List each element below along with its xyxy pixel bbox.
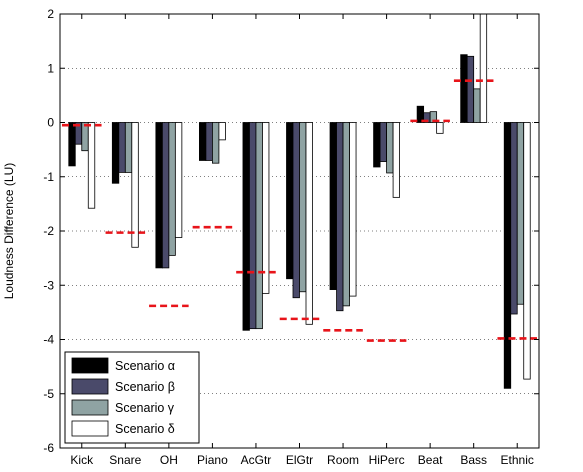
y-tick-label: -3	[43, 278, 54, 292]
bar-elgtr-series-1	[286, 122, 294, 280]
bar-ethnic-series-1	[503, 122, 512, 389]
bar-piano-series-3	[212, 122, 220, 164]
bar-snare-series-3	[124, 122, 133, 173]
legend-swatch	[71, 420, 109, 437]
x-axis-ticks: Kick Snare OH Piano AcGtr ElGtr Room HiPerc Beat…	[70, 14, 534, 467]
legend-label: Scenario δ	[115, 422, 175, 436]
bar-oh-series-4	[174, 122, 183, 238]
bar-oh-series-2	[161, 122, 170, 269]
bar-elgtr-series-2	[292, 122, 300, 299]
bar-oh-series-3	[168, 122, 176, 256]
legend-label: Scenario β	[115, 380, 175, 394]
reference-markers	[62, 79, 537, 342]
x-tick-label: Beat	[418, 453, 443, 467]
bar-acgtr-series-1	[242, 122, 250, 331]
bar-piano-series-4	[218, 122, 226, 141]
legend-swatch	[71, 378, 109, 395]
y-tick-label: 0	[47, 116, 54, 130]
bar-oh-series-1	[155, 122, 163, 269]
bar-kick-series-4	[87, 122, 96, 209]
bar-room-series-4	[349, 122, 357, 297]
bar-bass-series-3	[473, 88, 481, 123]
bar-acgtr-series-2	[249, 122, 257, 330]
bars	[68, 13, 531, 389]
x-tick-label: AcGtr	[241, 453, 272, 467]
legend: Scenario α Scenario β Scenario γ Scenario δ	[64, 351, 200, 444]
bar-hiperc-series-3	[386, 122, 394, 174]
bar-hiperc-series-1	[373, 122, 381, 168]
bar-ethnic-series-2	[510, 122, 518, 315]
bar-beat-series-3	[429, 111, 438, 123]
bar-acgtr-series-4	[262, 122, 270, 294]
bar-ethnic-series-4	[523, 122, 531, 380]
bar-elgtr-series-4	[305, 122, 313, 325]
x-tick-label: Snare	[109, 453, 141, 467]
bar-kick-series-1	[68, 122, 76, 167]
bar-acgtr-series-3	[255, 122, 263, 330]
bar-ethnic-series-3	[516, 122, 525, 305]
bar-room-series-1	[329, 122, 337, 290]
y-axis-ticks: -6 -5 -4 -3 -2 -1 0 1 2	[43, 7, 539, 455]
bar-hiperc-series-4	[392, 122, 400, 198]
bar-snare-series-1	[111, 122, 120, 184]
bar-bass-series-2	[466, 55, 475, 123]
x-tick-label: Ethnic	[501, 453, 534, 467]
bar-kick-series-3	[81, 122, 89, 152]
x-tick-label: Room	[327, 453, 359, 467]
legend-swatch	[71, 399, 109, 416]
y-tick-label: 2	[47, 7, 54, 21]
bar-hiperc-series-2	[379, 122, 387, 162]
x-tick-label: HiPerc	[369, 453, 405, 467]
y-tick-label: 1	[47, 61, 54, 75]
legend-label: Scenario γ	[115, 401, 175, 415]
legend-swatch	[71, 357, 109, 374]
y-tick-label: -4	[43, 333, 54, 347]
x-tick-label: Kick	[70, 453, 94, 467]
bar-snare-series-4	[131, 122, 139, 248]
bar-room-series-2	[336, 122, 344, 312]
bar-room-series-3	[342, 122, 350, 307]
x-tick-label: OH	[160, 453, 178, 467]
bar-beat-series-4	[436, 122, 444, 134]
bar-bass-series-4	[479, 13, 488, 123]
bar-bass-series-1	[460, 54, 468, 123]
y-axis-label: Loudness Difference (LU)	[2, 163, 16, 300]
bar-piano-series-1	[199, 122, 207, 161]
y-tick-label: -6	[43, 441, 54, 455]
legend-label: Scenario α	[115, 359, 175, 373]
y-tick-label: -5	[43, 387, 54, 401]
x-tick-label: ElGtr	[286, 453, 313, 467]
bar-snare-series-2	[118, 122, 126, 173]
bar-elgtr-series-3	[299, 122, 307, 293]
bar-piano-series-2	[205, 122, 213, 161]
y-tick-label: -1	[43, 170, 54, 184]
x-tick-label: Bass	[460, 453, 487, 467]
y-tick-label: -2	[43, 224, 54, 238]
x-tick-label: Piano	[197, 453, 228, 467]
